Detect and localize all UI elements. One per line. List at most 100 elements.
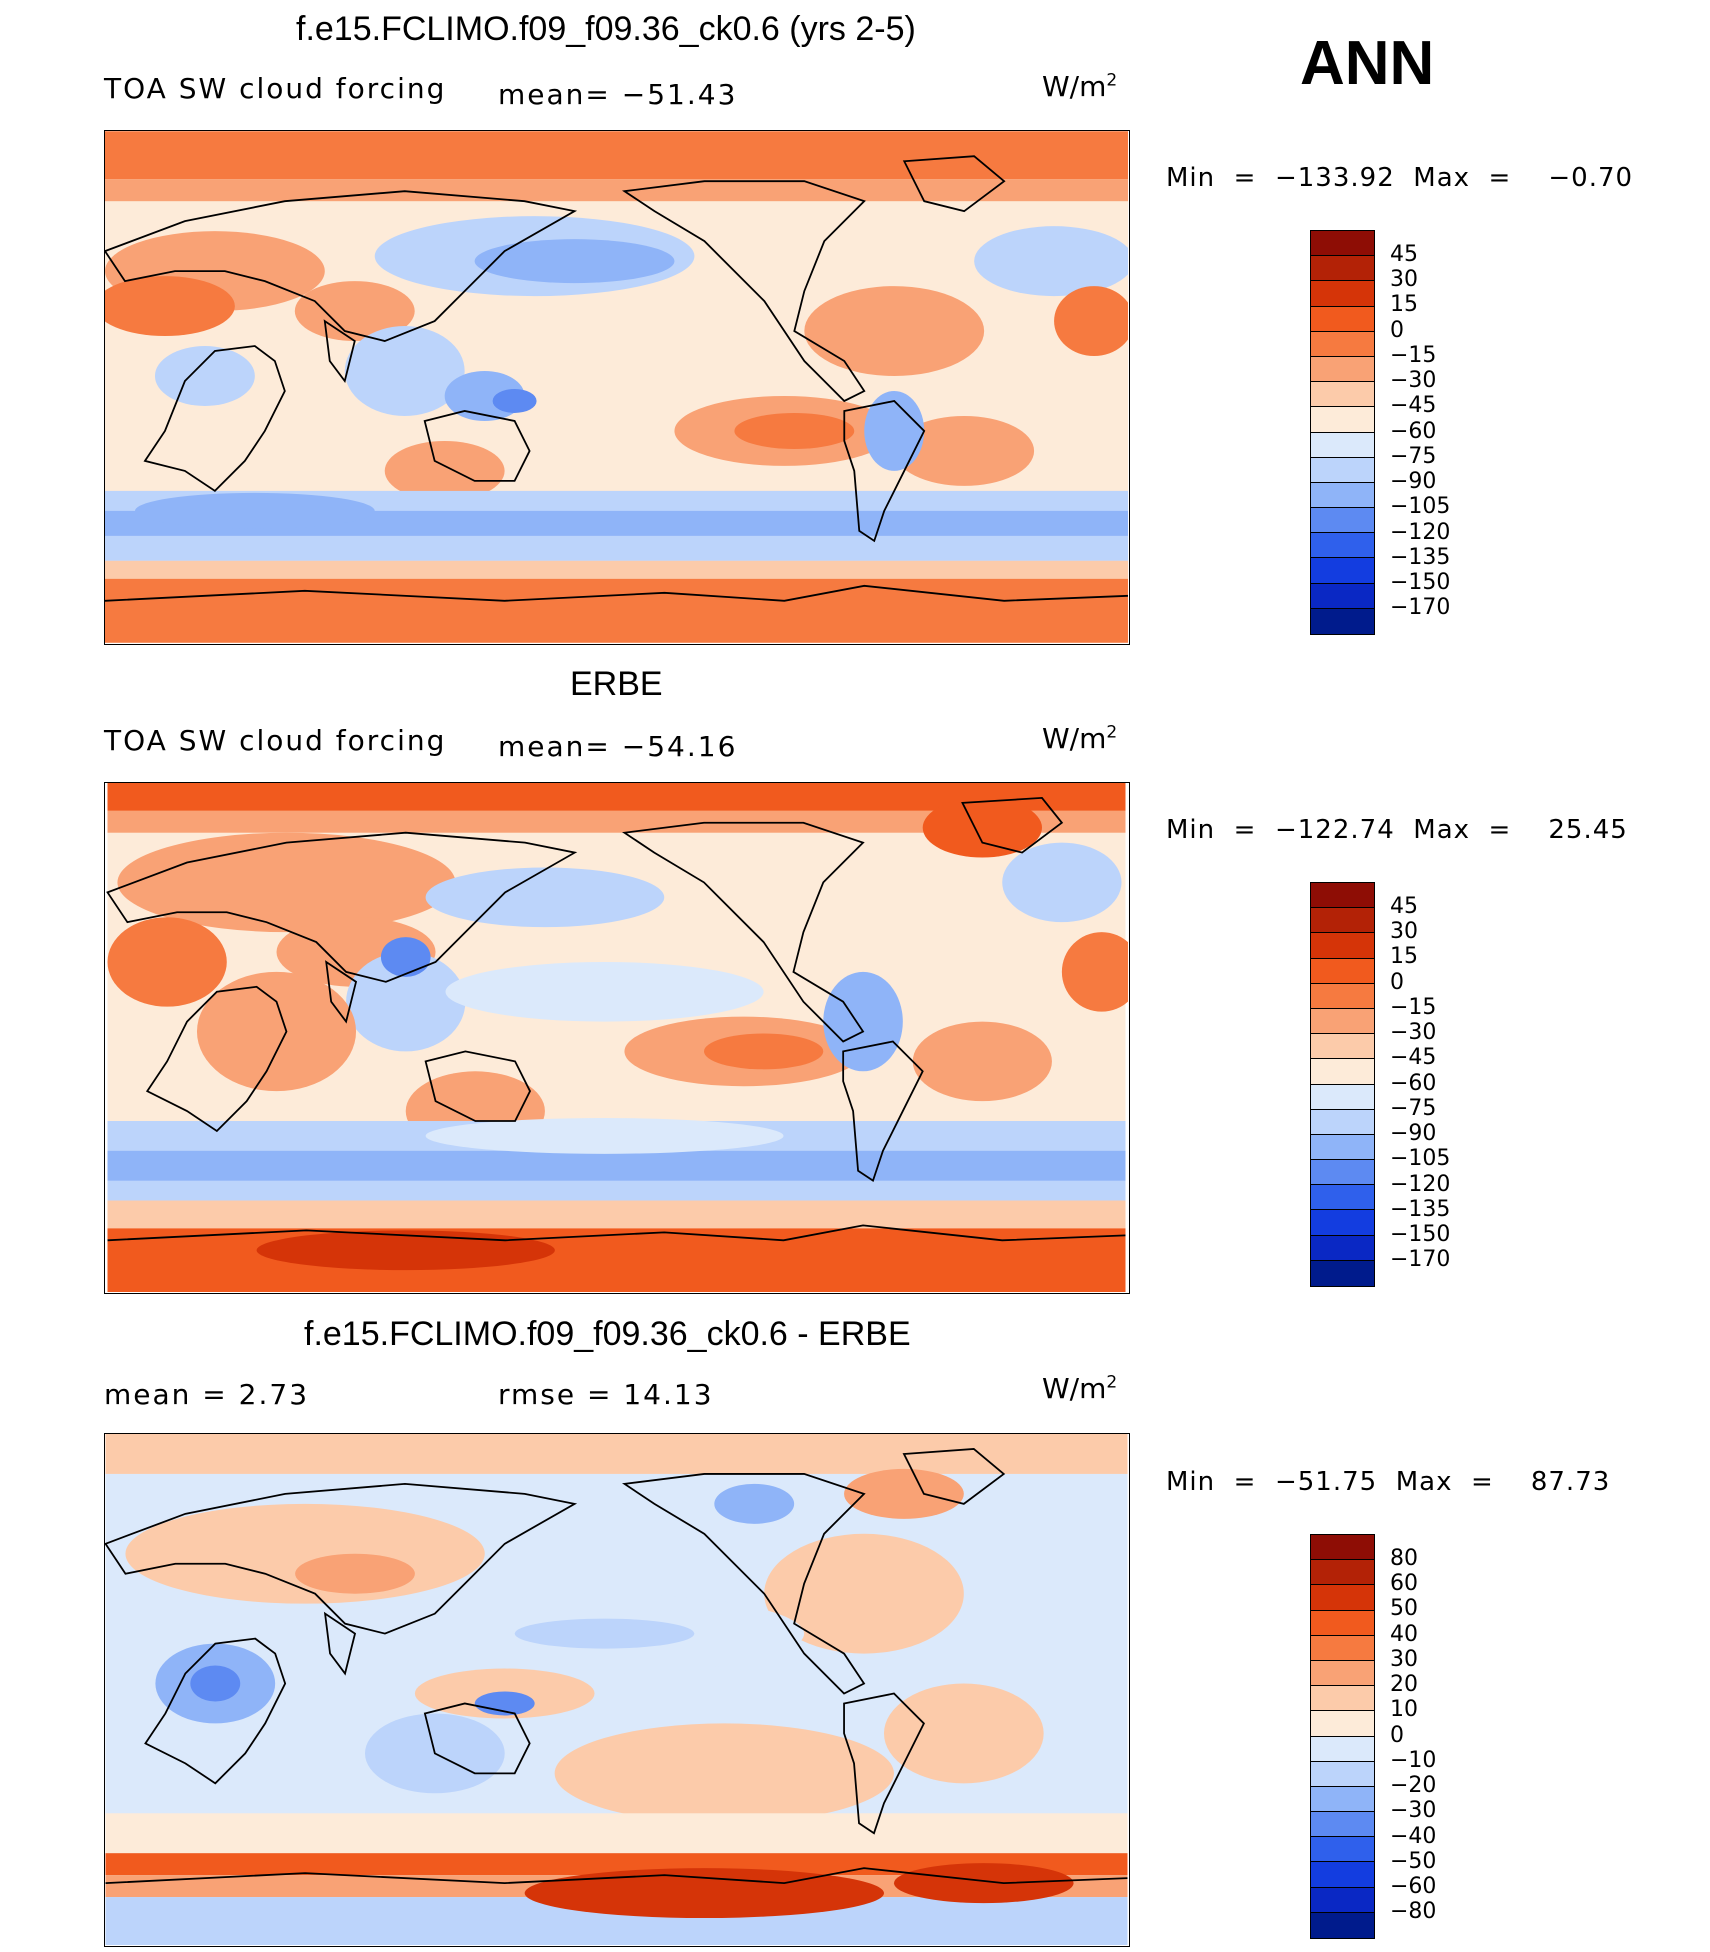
colorbar-tick-label: 50	[1390, 1596, 1418, 1621]
season-label: ANN	[1300, 29, 1435, 98]
colorbar-swatch	[1311, 1610, 1374, 1636]
colorbar-swatch	[1311, 382, 1374, 408]
colorbar-tick-label: −45	[1390, 1045, 1437, 1070]
colorbar-tick-label: 20	[1390, 1672, 1418, 1697]
colorbar-swatch	[1311, 231, 1374, 257]
colorbar-swatch	[1311, 983, 1374, 1009]
colorbar-tick-label: −105	[1390, 1146, 1451, 1171]
coastlines	[106, 796, 1126, 1242]
panel-1-colorbar	[1310, 230, 1375, 635]
colorbar-tick-label: −170	[1390, 595, 1451, 620]
panel-3-rmse: rmse = 14.13	[498, 1378, 714, 1411]
panel-2-title: ERBE	[570, 665, 663, 703]
panel-1-variable: TOA SW cloud forcing	[104, 72, 447, 105]
colorbar-tick-label: 10	[1390, 1697, 1418, 1722]
colorbar-tick-label: −170	[1390, 1247, 1451, 1272]
panel-3-colorbar-labels: 80 60 50 40 30 20 10 0 −10 −20 −30 −40 −…	[1390, 1534, 1510, 1939]
panel-1-colorbar-labels: 45 30 15 0 −15 −30 −45 −60 −75 −90 −105 …	[1390, 230, 1510, 635]
colorbar-tick-label: −45	[1390, 393, 1437, 418]
colorbar-tick-label: −135	[1390, 545, 1451, 570]
colorbar-swatch	[1311, 1034, 1374, 1060]
panel-2-map-canvas	[106, 783, 1128, 1292]
colorbar-tick-label: −60	[1390, 1874, 1437, 1899]
colorbar-swatch	[1311, 1912, 1374, 1938]
colorbar-tick-label: −75	[1390, 1096, 1437, 1121]
colorbar-tick-label: 45	[1390, 242, 1418, 267]
colorbar-swatch	[1311, 331, 1374, 357]
panel-3-title: f.e15.FCLIMO.f09_f09.36_ck0.6 - ERBE	[304, 1315, 911, 1353]
colorbar-tick-label: −90	[1390, 469, 1437, 494]
colorbar-swatch	[1311, 1084, 1374, 1110]
colorbar-swatch	[1311, 1585, 1374, 1611]
colorbar-tick-label: −50	[1390, 1849, 1437, 1874]
panel-3-map	[104, 1433, 1130, 1947]
panel-1-title: f.e15.FCLIMO.f09_f09.36_ck0.6 (yrs 2-5)	[296, 10, 916, 48]
panel-2-variable: TOA SW cloud forcing	[104, 724, 447, 757]
colorbar-swatch	[1311, 1786, 1374, 1813]
colorbar-swatch	[1311, 1660, 1374, 1687]
panel-3-colorbar	[1310, 1534, 1375, 1939]
colorbar-tick-label: 60	[1390, 1571, 1418, 1596]
colorbar-swatch	[1311, 1210, 1374, 1236]
colorbar-tick-label: 80	[1390, 1546, 1418, 1571]
colorbar-swatch	[1311, 1260, 1374, 1286]
colorbar-swatch	[1311, 608, 1374, 634]
panel-1-mean: mean= −51.43	[498, 78, 738, 111]
colorbar-swatch	[1311, 1134, 1374, 1161]
colorbar-swatch	[1311, 508, 1374, 534]
colorbar-swatch	[1311, 1235, 1374, 1261]
colorbar-tick-label: 0	[1390, 318, 1404, 343]
colorbar-swatch	[1311, 1686, 1374, 1712]
colorbar-swatch	[1311, 1160, 1374, 1186]
colorbar-swatch	[1311, 432, 1374, 458]
colorbar-swatch	[1311, 1812, 1374, 1838]
panel-2-colorbar-labels: 45 30 15 0 −15 −30 −45 −60 −75 −90 −105 …	[1390, 882, 1510, 1287]
colorbar-swatch	[1311, 1862, 1374, 1888]
panel-2-map	[104, 782, 1130, 1294]
colorbar-swatch	[1311, 1185, 1374, 1211]
panel-2-units: W/m2	[1042, 722, 1118, 755]
panel-2-minmax: Min = −122.74 Max = 25.45	[1166, 815, 1628, 845]
colorbar-swatch	[1311, 1059, 1374, 1085]
panel-1-map	[104, 130, 1130, 645]
panel-1-units: W/m2	[1042, 70, 1118, 103]
colorbar-tick-label: 0	[1390, 1723, 1404, 1748]
colorbar-swatch	[1311, 457, 1374, 483]
colorbar-swatch	[1311, 482, 1374, 509]
colorbar-tick-label: −60	[1390, 419, 1437, 444]
colorbar-tick-label: 30	[1390, 919, 1418, 944]
colorbar-swatch	[1311, 281, 1374, 307]
colorbar-tick-label: −30	[1390, 368, 1437, 393]
panel-3-units: W/m2	[1042, 1372, 1118, 1405]
colorbar-swatch	[1311, 1535, 1374, 1561]
colorbar-tick-label: −60	[1390, 1071, 1437, 1096]
colorbar-tick-label: −150	[1390, 570, 1451, 595]
panel-2-colorbar	[1310, 882, 1375, 1287]
panel-2-mean: mean= −54.16	[498, 730, 738, 763]
coastlines	[105, 1448, 1128, 1885]
colorbar-swatch	[1311, 908, 1374, 934]
colorbar-swatch	[1311, 958, 1374, 984]
colorbar-tick-label: −80	[1390, 1899, 1437, 1924]
colorbar-tick-label: −10	[1390, 1748, 1437, 1773]
colorbar-tick-label: −120	[1390, 1172, 1451, 1197]
coastlines	[105, 155, 1128, 602]
colorbar-tick-label: −15	[1390, 343, 1437, 368]
colorbar-tick-label: −30	[1390, 1798, 1437, 1823]
panel-3-map-canvas	[105, 1434, 1128, 1945]
colorbar-swatch	[1311, 558, 1374, 584]
colorbar-tick-label: −150	[1390, 1222, 1451, 1247]
colorbar-swatch	[1311, 1887, 1374, 1913]
colorbar-tick-label: −90	[1390, 1121, 1437, 1146]
colorbar-swatch	[1311, 583, 1374, 609]
colorbar-swatch	[1311, 306, 1374, 332]
colorbar-swatch	[1311, 1635, 1374, 1661]
colorbar-swatch	[1311, 1761, 1374, 1787]
colorbar-swatch	[1311, 533, 1374, 559]
colorbar-swatch	[1311, 1837, 1374, 1863]
colorbar-tick-label: 15	[1390, 292, 1418, 317]
colorbar-swatch	[1311, 1560, 1374, 1586]
colorbar-tick-label: −20	[1390, 1773, 1437, 1798]
colorbar-swatch	[1311, 1711, 1374, 1737]
panel-1-minmax: Min = −133.92 Max = −0.70	[1166, 163, 1634, 193]
